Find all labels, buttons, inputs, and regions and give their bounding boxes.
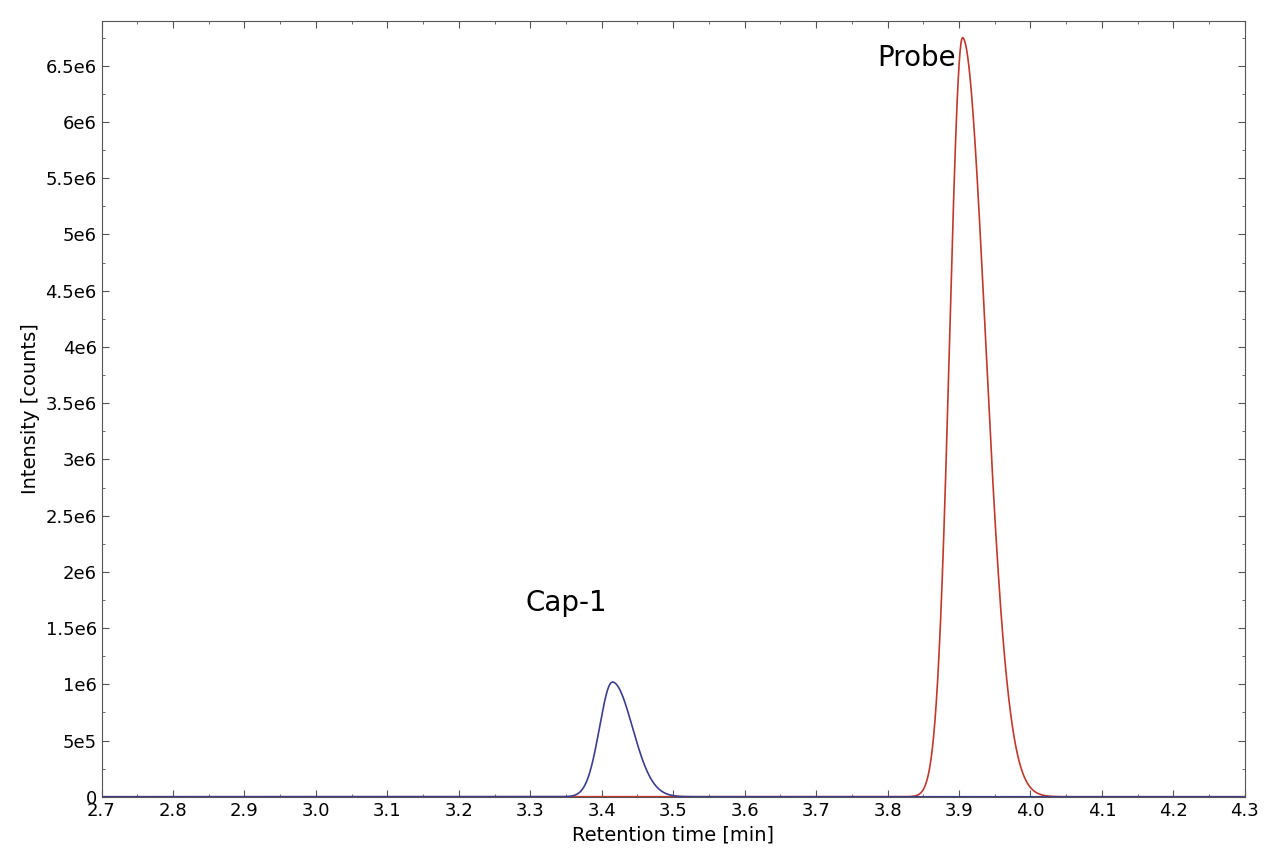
Y-axis label: Intensity [counts]: Intensity [counts]: [20, 324, 40, 494]
Text: Cap-1: Cap-1: [525, 589, 607, 617]
Text: Probe: Probe: [877, 44, 955, 72]
X-axis label: Retention time [min]: Retention time [min]: [572, 825, 774, 844]
